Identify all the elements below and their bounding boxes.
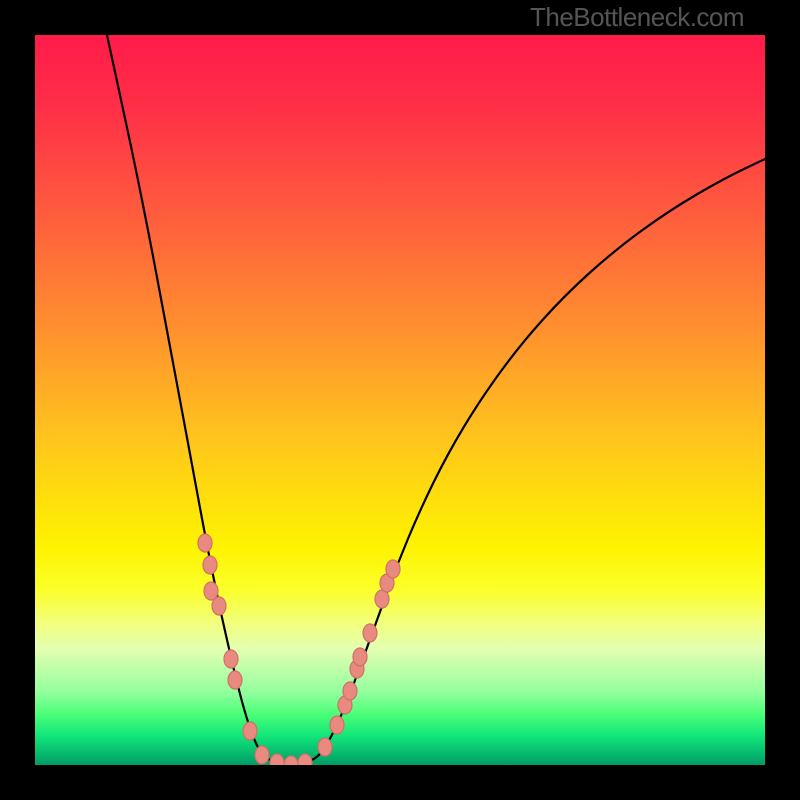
gradient-background: [35, 35, 765, 765]
data-marker: [330, 716, 344, 734]
data-marker: [224, 650, 238, 668]
data-marker: [198, 534, 212, 552]
data-marker: [243, 722, 257, 740]
data-marker: [318, 738, 332, 756]
data-marker: [228, 671, 242, 689]
watermark-text: TheBottleneck.com: [530, 2, 744, 33]
data-marker: [363, 624, 377, 642]
data-marker: [203, 556, 217, 574]
plot-area: [35, 35, 765, 765]
data-marker: [298, 754, 312, 765]
data-marker: [353, 648, 367, 666]
chart-svg: [35, 35, 765, 765]
data-marker: [270, 754, 284, 765]
data-marker: [343, 682, 357, 700]
data-marker: [255, 746, 269, 764]
data-marker: [386, 560, 400, 578]
data-marker: [212, 597, 226, 615]
data-marker: [375, 590, 389, 608]
